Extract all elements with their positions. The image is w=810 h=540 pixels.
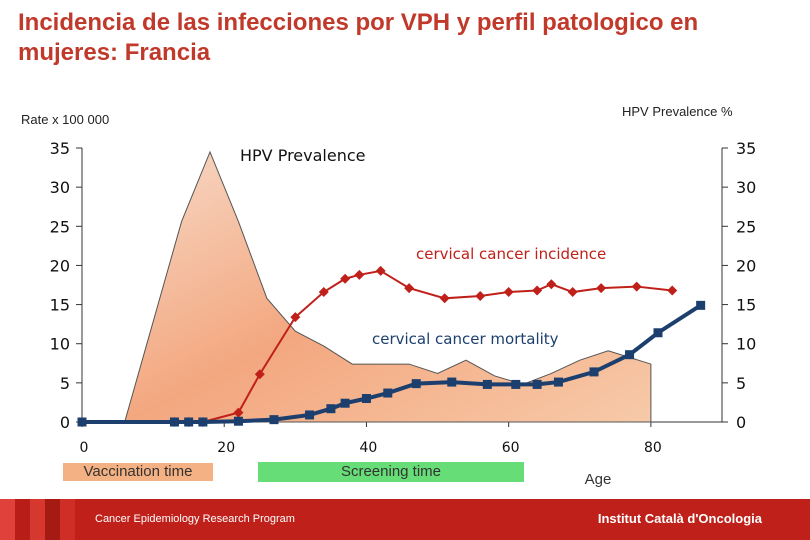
mortality-point [532, 379, 542, 389]
age-label: Age [584, 471, 612, 488]
mortality-point [340, 398, 350, 408]
x-tick-label: 60 [502, 440, 520, 456]
mortality-point [447, 377, 457, 387]
left-tick-label: 35 [50, 139, 70, 158]
mortality-point [184, 417, 194, 427]
mortality-point [696, 300, 706, 310]
footer-bar: Cancer Epidemiology Research Program Ins… [0, 499, 810, 540]
incidence-point [546, 279, 557, 290]
incidence-point [631, 281, 642, 292]
tick-labels-layer: 0 5 10 15 20 25 30 35 0 5 10 15 20 25 30 35 0 20 40 60 80 [50, 139, 757, 456]
prevalence-area-layer [124, 150, 652, 423]
incidence-annotation: cervical cancer incidence [416, 245, 606, 263]
incidence-point [375, 265, 386, 276]
screening-time-label: Screening time [340, 463, 442, 480]
left-tick-label: 5 [60, 374, 70, 393]
right-tick-label: 20 [736, 256, 756, 275]
vaccination-time-box: Vaccination time [63, 463, 213, 481]
chart: 0 5 10 15 20 25 30 35 0 5 10 15 20 25 30 35 0 20 40 60 80 HP… [50, 139, 757, 456]
incidence-point [254, 369, 265, 380]
incidence-point [532, 285, 543, 296]
mortality-point [169, 417, 179, 427]
left-tick-label: 25 [50, 217, 70, 236]
left-tick-label: 20 [50, 256, 70, 275]
left-axis-label: Rate x 100 000 [21, 112, 110, 127]
incidence-point [404, 283, 415, 294]
mortality-point [198, 417, 208, 427]
mortality-point [233, 416, 243, 426]
left-tick-label: 15 [50, 296, 70, 315]
incidence-point [354, 269, 365, 280]
footer-program-name: Cancer Epidemiology Research Program [95, 513, 295, 525]
x-tick-label: 40 [360, 440, 378, 456]
page-title: Incidencia de las infecciones por VPH y … [18, 9, 699, 66]
incidence-point [318, 287, 329, 298]
mortality-point [589, 367, 599, 377]
mortality-point [361, 394, 371, 404]
mortality-point [625, 350, 635, 360]
incidence-point [439, 293, 450, 304]
incidence-point [290, 312, 301, 323]
x-tick-label: 80 [644, 440, 662, 456]
mortality-point [77, 417, 87, 427]
x-tick-label: 0 [80, 440, 89, 456]
mortality-point [305, 410, 315, 420]
incidence-point [475, 290, 486, 301]
footer-institution: Institut Català d'Oncologia [597, 511, 762, 526]
mortality-point [326, 404, 336, 414]
right-tick-label: 0 [736, 413, 746, 432]
screening-time-box: Screening time [258, 462, 524, 482]
right-tick-label: 10 [736, 335, 756, 354]
annotations-layer: HPV Prevalence cervical cancer incidence c… [240, 146, 606, 348]
incidence-point [340, 273, 351, 284]
footer-decoration [0, 499, 75, 540]
left-tick-label: 0 [60, 413, 70, 432]
left-tick-label: 10 [50, 335, 70, 354]
mortality-point [653, 328, 663, 338]
mortality-point [553, 377, 563, 387]
incidence-point [667, 285, 678, 296]
right-tick-label: 5 [736, 374, 746, 393]
left-tick-label: 30 [50, 178, 70, 197]
right-tick-label: 25 [736, 217, 756, 236]
incidence-point [596, 283, 607, 294]
right-tick-label: 30 [736, 178, 756, 197]
mortality-annotation: cervical cancer mortality [372, 330, 559, 348]
mortality-point [269, 415, 279, 425]
x-tick-label: 20 [217, 440, 235, 456]
incidence-point [233, 407, 244, 418]
right-tick-label: 35 [736, 139, 756, 158]
vaccination-time-label: Vaccination time [83, 463, 193, 480]
mortality-point [511, 379, 521, 389]
incidence-point [503, 287, 514, 298]
hpv-prevalence-area [124, 150, 652, 423]
mortality-point [383, 388, 393, 398]
mortality-point [482, 379, 492, 389]
mortality-point [411, 379, 421, 389]
right-axis-label: HPV Prevalence % [622, 104, 733, 119]
incidence-point [567, 287, 578, 298]
series-lines-layer [77, 265, 706, 427]
right-tick-label: 15 [736, 296, 756, 315]
hpv-prevalence-annotation: HPV Prevalence [240, 146, 366, 165]
